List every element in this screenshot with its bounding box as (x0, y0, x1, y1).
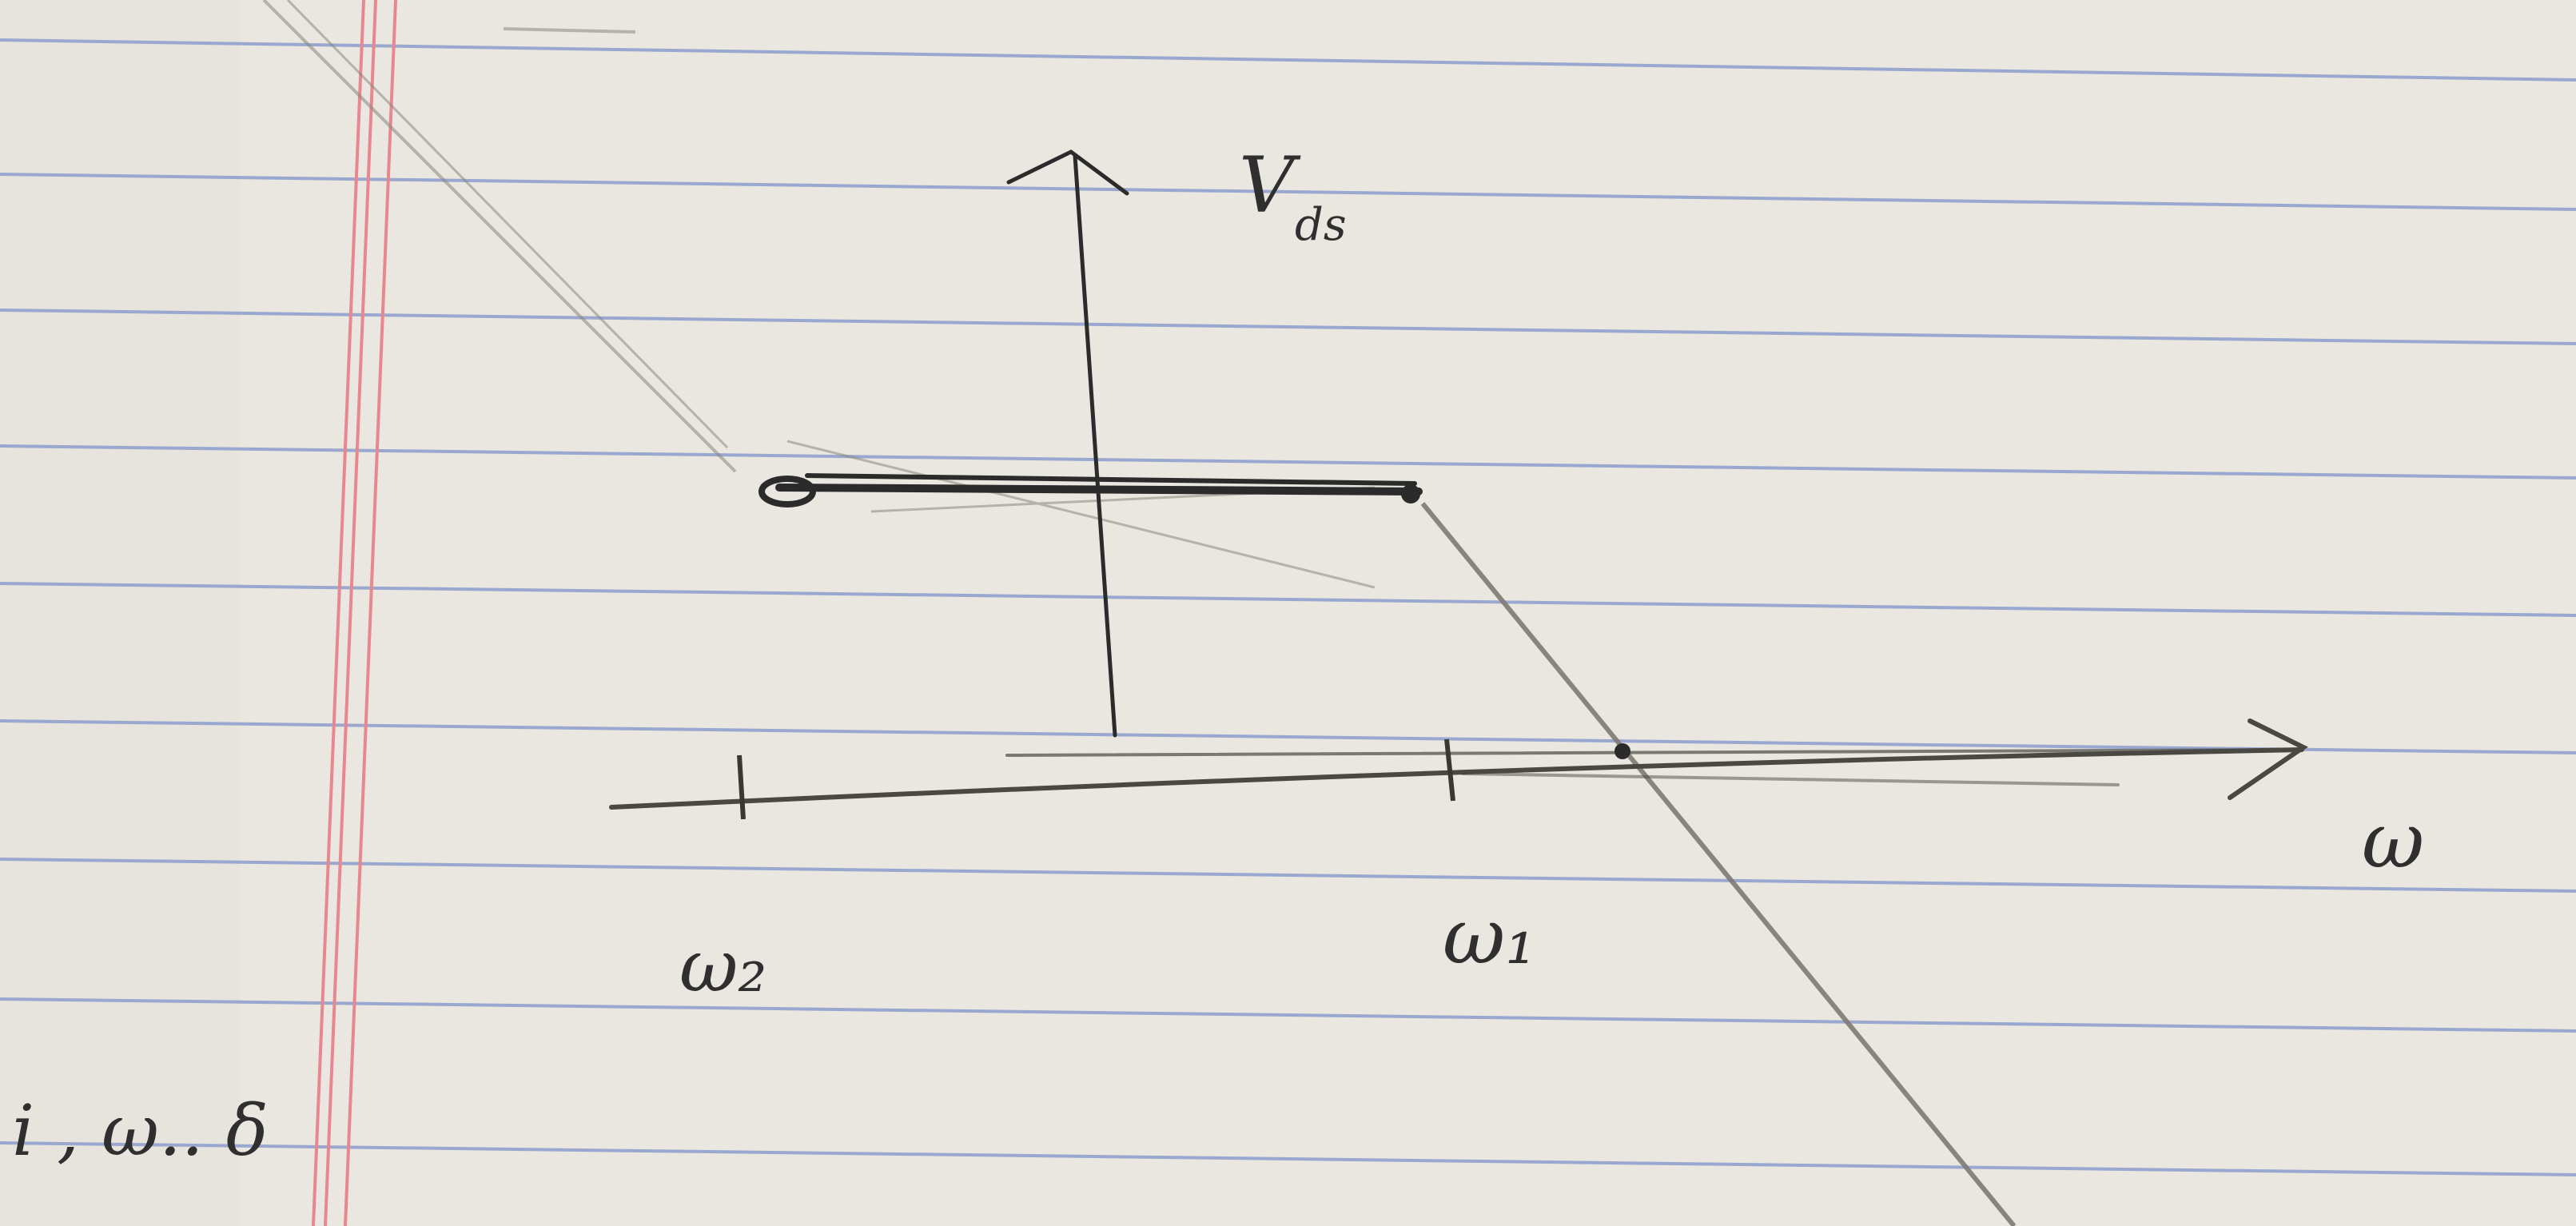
vds-axis-line (1073, 153, 1117, 738)
paper-highlight (240, 0, 2576, 1226)
passband-line (758, 473, 1423, 508)
passband-line-main (775, 484, 1423, 496)
margin-line (312, 0, 365, 1226)
ruled-line (0, 308, 2576, 345)
omega-axis-line (609, 747, 2304, 810)
omega-axis-line-overstroke (1005, 748, 2303, 757)
ruled-line (0, 38, 2576, 82)
margin-lines (312, 0, 397, 1226)
faint-diagonal-stroke (262, 0, 737, 473)
margin-line (324, 0, 377, 1226)
vds-axis (1006, 149, 1129, 738)
rolloff-line (1420, 502, 2017, 1226)
passband-line-overstroke (805, 473, 1417, 486)
ruled-line (0, 444, 2576, 480)
ruled-lines (0, 38, 2576, 1176)
margin-line (344, 0, 397, 1226)
ruled-line (0, 1141, 2576, 1176)
axis-intersection-dot (1614, 743, 1630, 759)
omega-axis-label: ω (2362, 796, 2424, 886)
ruled-line (0, 582, 2576, 617)
tick-mark-omega-2 (737, 754, 746, 820)
omega-axis-lower-stroke (1461, 772, 2120, 786)
ruled-line (0, 997, 2576, 1033)
omega-axis (609, 718, 2308, 810)
passband-left-end-loop (758, 476, 816, 508)
omega-2-label: ω₂ (679, 925, 766, 1009)
faint-top-dash (503, 27, 636, 34)
ruled-line (0, 858, 2576, 893)
ruled-line (0, 719, 2576, 754)
omega-axis-arrowhead (2228, 718, 2308, 800)
passband-right-end-dot (1401, 484, 1420, 504)
faint-sketch-stroke (786, 440, 1376, 589)
vds-axis-subscript: ds (1295, 199, 1347, 251)
vds-axis-label: V (1239, 141, 1301, 230)
vds-axis-arrowhead (1006, 149, 1129, 196)
omega-1-label: ω₁ (1443, 892, 1536, 981)
tick-mark-omega-1 (1444, 738, 1455, 802)
corner-scribble: i , ω.. δ (12, 1089, 269, 1172)
faint-diagonal-stroke (286, 0, 729, 449)
ruled-line (0, 173, 2576, 211)
